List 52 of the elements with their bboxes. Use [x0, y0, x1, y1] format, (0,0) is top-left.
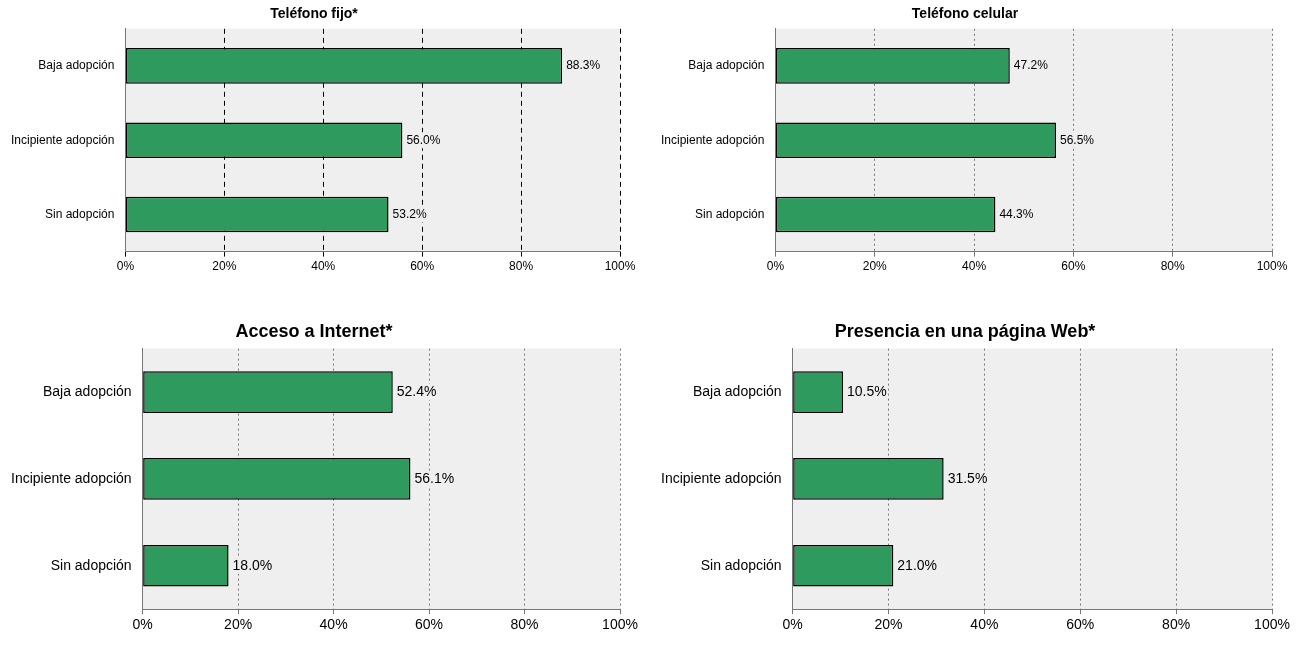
chart-title: Acceso a Internet* [235, 320, 393, 341]
chart-title: Presencia en una página Web* [834, 320, 1096, 341]
x-tick-label: 100% [1256, 259, 1288, 274]
y-tick-label: Incipiente adopción [10, 132, 115, 147]
y-tick-label: Sin adopción [45, 206, 115, 221]
x-tick-label: 0% [766, 259, 785, 274]
data-label: 56.5% [1059, 132, 1095, 147]
x-tick-label: 60% [1066, 616, 1095, 633]
x-tick-label: 40% [319, 616, 348, 633]
x-tick-label: 100% [602, 616, 638, 633]
y-tick-label: Baja adopción [42, 382, 132, 399]
data-label: 10.5% [846, 382, 887, 399]
x-tick-label: 20% [224, 616, 253, 633]
data-label: 52.4% [396, 382, 437, 399]
y-tick-label: Incipiente adopción [10, 469, 132, 486]
chart-title: Teléfono fijo* [270, 5, 359, 22]
x-tick-label: 20% [212, 259, 237, 274]
data-label: 47.2% [1013, 58, 1049, 73]
x-tick-label: 20% [874, 616, 903, 633]
y-tick-label: Baja adopción [692, 382, 782, 399]
data-label: 44.3% [999, 206, 1034, 221]
y-tick-label: Sin adopción [50, 556, 132, 573]
data-label: 56.0% [406, 132, 441, 147]
y-tick-label: Baja adopción [38, 58, 115, 73]
x-tick-label: 100% [1254, 616, 1290, 633]
data-label: 88.3% [566, 58, 601, 73]
x-tick-label: 40% [962, 259, 987, 274]
data-label: 53.2% [392, 206, 427, 221]
data-label: 31.5% [947, 469, 988, 486]
chart-title: Teléfono celular [911, 5, 1019, 22]
x-tick-label: 40% [970, 616, 999, 633]
data-label: 56.1% [414, 469, 455, 486]
y-tick-label: Sin adopción [700, 556, 782, 573]
x-tick-label: 40% [311, 259, 336, 274]
x-tick-label: 0% [132, 616, 153, 633]
data-label: 21.0% [897, 556, 938, 573]
y-tick-label: Incipiente adopción [660, 132, 765, 147]
y-tick-label: Baja adopción [688, 58, 765, 73]
x-tick-label: 60% [1061, 259, 1086, 274]
x-tick-label: 80% [510, 616, 539, 633]
x-tick-label: 0% [116, 259, 135, 274]
x-tick-label: 100% [604, 259, 636, 274]
x-tick-label: 80% [509, 259, 534, 274]
data-label: 18.0% [232, 556, 273, 573]
y-tick-label: Incipiente adopción [660, 469, 782, 486]
x-tick-label: 80% [1162, 616, 1191, 633]
x-tick-label: 60% [410, 259, 435, 274]
x-tick-label: 20% [862, 259, 888, 274]
y-tick-label: Sin adopción [695, 206, 765, 221]
x-tick-label: 0% [782, 616, 803, 633]
x-tick-label: 80% [1160, 259, 1186, 274]
x-tick-label: 60% [415, 616, 444, 633]
